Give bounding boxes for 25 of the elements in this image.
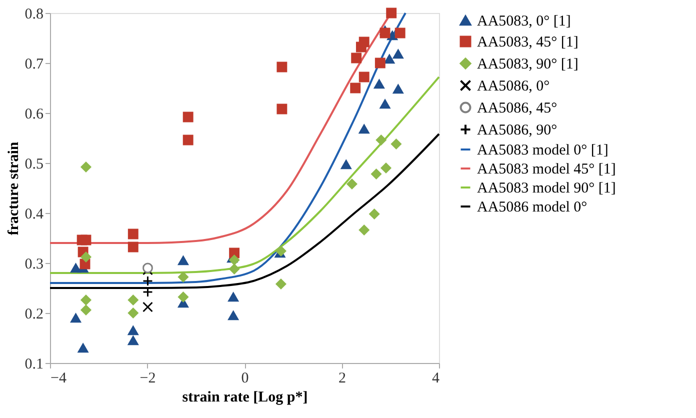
x-tick-label: 2 bbox=[338, 370, 346, 386]
y-tick-label: 0.7 bbox=[24, 56, 44, 72]
legend-label: AA5086, 0° bbox=[477, 78, 550, 94]
y-tick-label: 0.6 bbox=[24, 106, 44, 122]
x-axis-title: strain rate [Log p*] bbox=[182, 390, 308, 406]
y-tick-label: 0.4 bbox=[24, 206, 44, 222]
legend-label: AA5086, 90° bbox=[477, 122, 558, 138]
legend-label: AA5083, 45° [1] bbox=[477, 34, 578, 50]
x-tick-label: 0 bbox=[241, 370, 249, 386]
legend-label: AA5083, 90° [1] bbox=[477, 56, 578, 72]
legend-label: AA5086 model 0° bbox=[477, 200, 588, 216]
legend-label: AA5083 model 90° [1] bbox=[477, 180, 616, 196]
y-tick-label: 0.3 bbox=[24, 256, 44, 272]
legend-label: AA5083 model 0° [1] bbox=[477, 142, 608, 158]
y-tick-label: 0.8 bbox=[24, 6, 44, 22]
y-tick-label: 0.2 bbox=[24, 306, 44, 322]
y-axis-title: fracture strain bbox=[6, 141, 22, 236]
legend-label: AA5083, 0° [1] bbox=[477, 14, 571, 30]
legend-label: AA5086, 45° bbox=[477, 100, 558, 116]
legend-label: AA5083 model 45° [1] bbox=[477, 162, 616, 178]
y-tick-label: 0.1 bbox=[24, 356, 44, 372]
x-tick-label: −2 bbox=[140, 370, 156, 386]
x-tick-label: 4 bbox=[432, 370, 440, 386]
y-tick-label: 0.5 bbox=[24, 156, 44, 172]
x-tick-label: −4 bbox=[50, 370, 67, 386]
